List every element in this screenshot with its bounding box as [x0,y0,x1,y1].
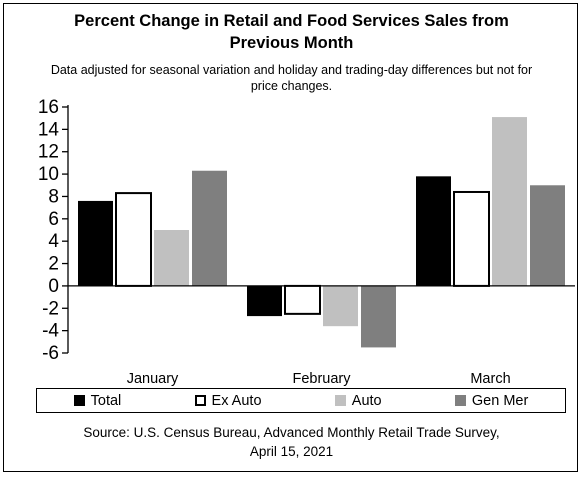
legend-item-gen-mer: Gen Mer [454,392,529,409]
bar-ex-auto-january [115,192,152,287]
y-tick-label: 0 [48,276,59,297]
bar-total-january [78,200,113,286]
bar-total-march [416,176,451,286]
legend-label-auto: Auto [351,392,382,409]
y-tick-label: -2 [42,298,59,319]
chart-title-line2: Previous Month [229,34,354,52]
bar-auto-february [323,285,358,327]
y-tick-label: 14 [38,119,60,140]
bar-gen-mer-march [530,185,565,286]
y-tick-label: -6 [42,343,59,364]
bar-total-february [247,285,282,317]
x-category-label-february: February [292,371,351,387]
bar-auto-january [154,230,189,286]
x-category-label-march: March [470,371,510,387]
bar-ex-auto-february [284,284,321,315]
bar-ex-auto-march [453,190,490,287]
source-line2: April 15, 2021 [249,444,334,459]
legend-swatch-gen-mer [454,395,466,406]
y-tick-label: 12 [38,142,59,163]
legend-swatch-ex-auto [194,395,206,406]
chart-subtitle-line1: Data adjusted for seasonal variation and… [50,63,533,77]
y-tick-label: 6 [48,209,59,230]
chart-frame [3,3,578,472]
chart-subtitle-line2: price changes. [250,79,333,93]
legend-item-ex-auto: Ex Auto [194,392,262,409]
y-tick-label: 16 [38,97,59,118]
bar-auto-march [492,117,527,286]
legend-label-gen-mer: Gen Mer [471,392,529,409]
bar-gen-mer-january [192,170,227,286]
chart-title-line1: Percent Change in Retail and Food Servic… [74,12,509,30]
legend-item-auto: Auto [334,392,382,409]
y-tick-label: -4 [42,321,59,342]
chart-subtitle: Data adjusted for seasonal variation and… [0,62,583,94]
legend-label-ex-auto: Ex Auto [211,392,262,409]
bar-gen-mer-february [361,285,396,348]
legend-label-total: Total [90,392,122,409]
legend-swatch-total [73,395,85,406]
y-tick-label: 4 [48,231,59,252]
source-note: Source: U.S. Census Bureau, Advanced Mon… [0,423,583,461]
y-tick-label: 2 [48,254,59,275]
y-tick-label: 10 [38,164,59,185]
y-tick-label: 8 [48,186,59,207]
legend-item-total: Total [73,392,122,409]
x-category-label-january: January [127,371,179,387]
source-line1: Source: U.S. Census Bureau, Advanced Mon… [83,425,500,440]
legend: Total Ex Auto Auto Gen Mer [36,388,566,413]
chart-title: Percent Change in Retail and Food Servic… [0,10,583,54]
legend-swatch-auto [334,395,346,406]
